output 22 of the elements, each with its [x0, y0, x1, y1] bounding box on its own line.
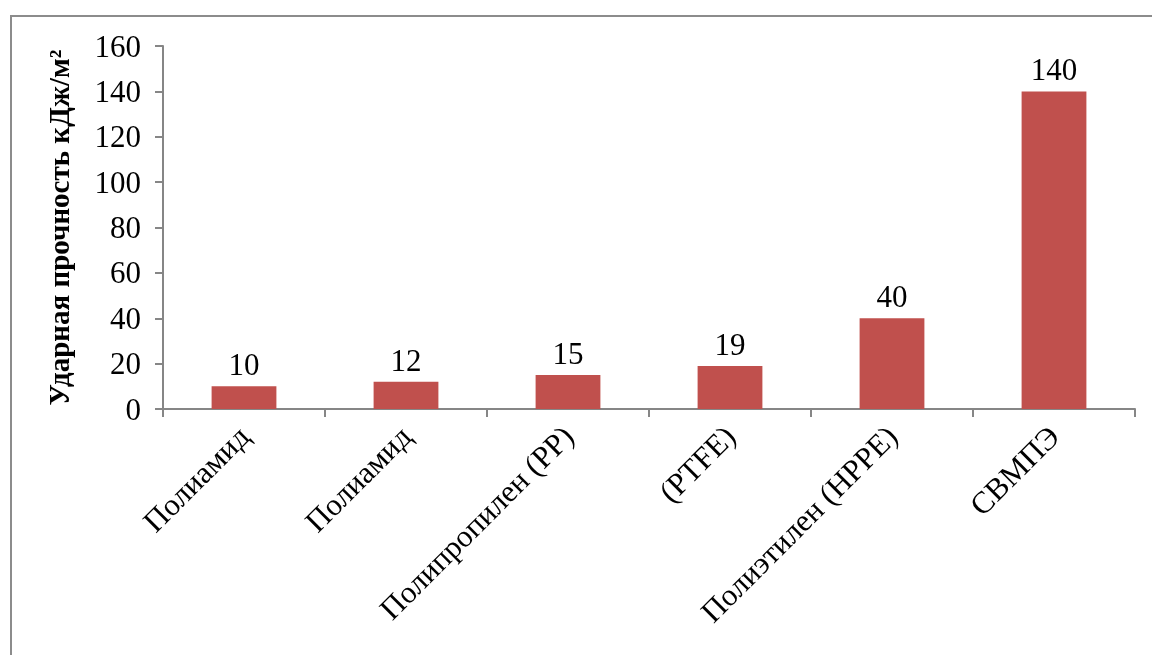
- bar: [859, 318, 925, 409]
- bar: [211, 386, 277, 409]
- data-label: 15: [552, 335, 584, 371]
- data-label: 19: [714, 326, 746, 362]
- data-label: 10: [228, 347, 260, 383]
- y-tick-label: 140: [94, 73, 141, 109]
- bar: [535, 374, 601, 409]
- y-tick-label: 100: [94, 164, 141, 200]
- bar: [1021, 91, 1087, 409]
- y-tick-label: 120: [94, 119, 141, 155]
- bar: [373, 381, 439, 409]
- y-tick-label: 60: [110, 255, 141, 291]
- y-axis-title: Ударная прочность кДж/м²: [42, 49, 75, 406]
- data-label: 140: [1030, 52, 1078, 88]
- y-tick-label: 40: [110, 300, 141, 336]
- bar: [697, 365, 763, 409]
- y-tick-label: 160: [94, 28, 141, 64]
- data-label: 12: [390, 342, 422, 378]
- data-label: 40: [876, 279, 908, 315]
- y-tick-label: 20: [110, 346, 141, 382]
- y-tick-label: 0: [125, 391, 141, 427]
- y-tick-label: 80: [110, 210, 141, 245]
